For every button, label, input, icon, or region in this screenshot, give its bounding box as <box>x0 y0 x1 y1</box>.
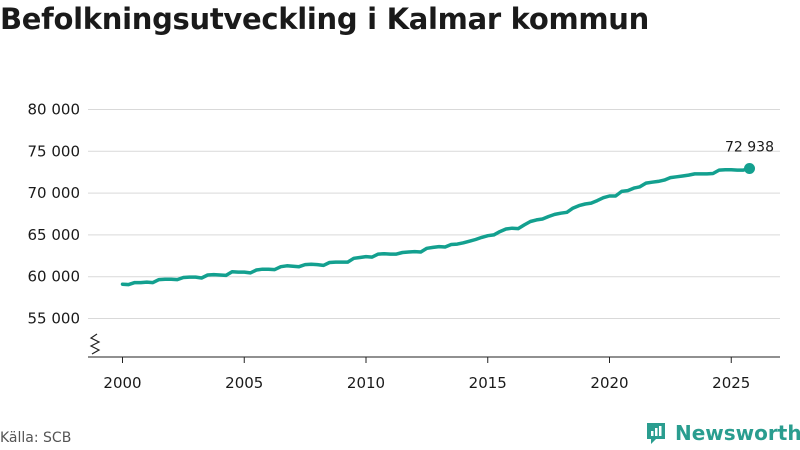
x-tick-label: 2020 <box>590 374 628 392</box>
y-tick-label: 75 000 <box>28 142 81 160</box>
series-layer: 72 938 <box>120 140 774 287</box>
y-axis-ticks: 55 000 60 000 65 000 70 000 75 000 80 000 <box>28 101 81 328</box>
end-value-label: 72 938 <box>725 140 774 156</box>
y-tick-label: 70 000 <box>28 184 81 202</box>
end-point-marker <box>744 163 756 175</box>
gridlines <box>88 109 780 319</box>
axis-break-icon <box>89 333 101 355</box>
x-tick-label: 2015 <box>469 374 507 392</box>
x-axis-ticks: 2000 2005 2010 2015 2020 2025 <box>103 357 750 392</box>
y-tick-label: 65 000 <box>28 226 81 244</box>
y-tick-label: 55 000 <box>28 310 81 328</box>
y-tick-label: 60 000 <box>28 268 81 286</box>
x-tick-label: 2005 <box>225 374 263 392</box>
x-tick-label: 2010 <box>347 374 385 392</box>
brand-name: Newsworthy <box>675 421 800 445</box>
x-tick-label: 2000 <box>103 374 141 392</box>
x-tick-label: 2025 <box>712 374 750 392</box>
source-note: Källa: SCB <box>0 430 72 446</box>
y-tick-label: 80 000 <box>28 101 81 119</box>
chart-title: Befolkningsutveckling i Kalmar kommun <box>0 2 649 36</box>
brand-logo: Newsworthy <box>645 421 800 445</box>
newsworthy-logo-icon <box>647 423 665 444</box>
series-line <box>120 166 752 287</box>
